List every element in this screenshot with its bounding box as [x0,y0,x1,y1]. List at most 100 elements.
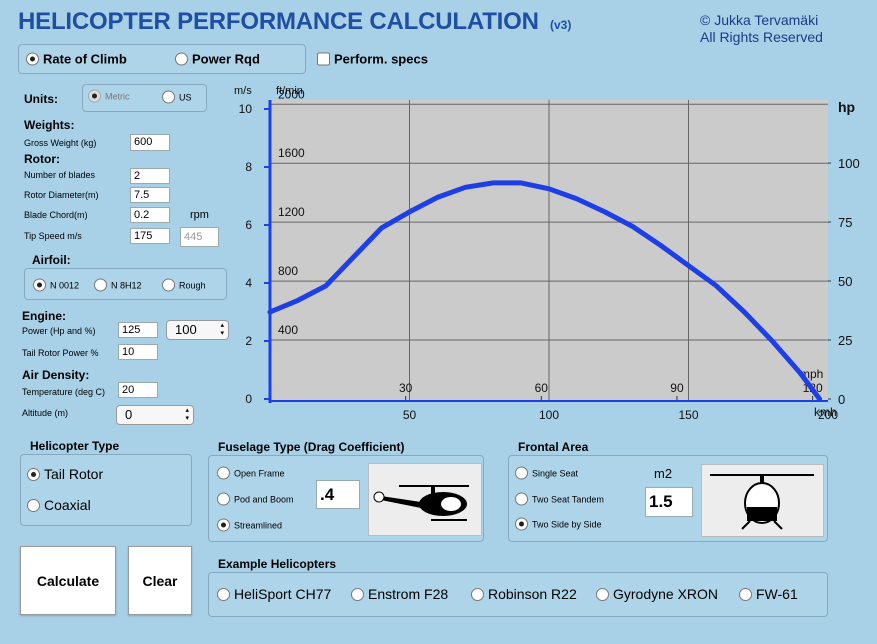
y2-tick-label: 400 [278,323,298,337]
type-radio[interactable]: Coaxial [27,497,91,513]
example-radio[interactable]: Robinson R22 [471,586,577,602]
text-input[interactable]: 7.5 [130,187,170,203]
radio-label: Rough [179,280,206,290]
y2-axis-label: ft/min [276,85,303,97]
field-label: Blade Chord(m) [24,210,88,220]
mode-radio[interactable]: Power Rqd [175,52,260,67]
section-heading: Engine: [22,309,66,323]
copyright: All Rights Reserved [700,29,823,45]
text-input[interactable]: 600 [130,134,170,151]
example-radio[interactable]: HeliSport CH77 [217,586,331,602]
frontal-image [701,464,824,537]
y-tick-label: 4 [245,276,252,290]
checkbox-label: Perform. specs [334,51,428,67]
x-tick-label: 50 [403,408,417,422]
text-input[interactable]: 10 [118,344,158,360]
section-heading: Helicopter Type [30,439,120,453]
y3-tick-label: 25 [838,333,852,348]
y-tick-label: 2 [245,334,252,348]
airfoil-radio[interactable]: N 0012 [33,278,80,292]
example-radio[interactable]: Enstrom F28 [351,586,448,602]
x-tick-label: 100 [539,408,559,422]
unit-label: m2 [654,466,673,481]
fuselage-radio[interactable]: Pod and Boom [217,492,294,506]
field-label: Rotor Diameter(m) [24,190,99,200]
radio-label: Robinson R22 [488,586,577,602]
airfoil-radio[interactable]: N 8H12 [94,278,142,292]
radio-label: Rate of Climb [43,51,127,67]
radio-label: Two Seat Tandem [532,494,604,504]
calculate-button[interactable]: Calculate [20,546,116,615]
airfoil-radio[interactable]: Rough [162,278,206,292]
fuselage-image [368,463,482,536]
radio-label: Single Seat [532,468,579,478]
y3-axis-label: hp [838,99,855,115]
radio-label: Metric [105,91,130,101]
examples-group [208,572,828,617]
field-label: Number of blades [24,170,96,180]
y-tick-label: 8 [245,160,252,174]
x2-tick-label: 60 [535,381,549,395]
radio-label: HeliSport CH77 [234,586,332,602]
fuselage-radio[interactable]: Open Frame [217,466,285,480]
radio-label: Coaxial [44,497,91,513]
text-input[interactable]: 125 [118,322,158,338]
y3-tick-label: 75 [838,215,852,230]
units-radio[interactable]: US [162,90,192,104]
type-group [20,454,192,526]
radio-label: Two Side by Side [532,519,602,529]
frontal-radio[interactable]: Two Seat Tandem [515,492,604,506]
y-axis-label: m/s [234,85,252,97]
specs-checkbox[interactable]: Perform. specs [317,52,428,67]
fuselage-radio[interactable]: Streamlined [217,518,283,532]
airfoil-group [24,268,227,300]
radio-label: N 0012 [50,280,80,290]
example-radio[interactable]: FW-61 [739,586,798,602]
rpm-label: rpm [190,209,209,221]
section-heading: Frontal Area [518,440,589,454]
y-tick-label: 6 [245,218,252,232]
text-input[interactable]: 0.2 [130,207,170,223]
rate-of-climb-line [267,180,823,402]
section-heading: Airfoil: [32,253,71,267]
x-tick-label: 150 [678,408,698,422]
y2-tick-label: 1600 [278,146,305,160]
y-tick-label: 0 [245,392,252,406]
drag-input[interactable]: .4 [316,480,360,509]
field-label: Gross Weight (kg) [24,138,97,148]
y3-tick-label: 0 [838,392,845,407]
text-input[interactable]: 175 [130,228,170,244]
type-radio[interactable]: Tail Rotor [27,466,103,482]
x2-tick-label: 90 [670,381,684,395]
field-label: Altitude (m) [22,408,69,418]
altitude-dropdown[interactable]: 0 [116,405,194,425]
section-heading: Rotor: [24,152,60,166]
section-heading: Fuselage Type (Drag Coefficient) [218,440,405,454]
radio-label: Enstrom F28 [368,586,449,602]
field-label: Temperature (deg C) [22,387,106,397]
text-input[interactable]: 20 [118,382,158,398]
frontal-radio[interactable]: Two Side by Side [515,517,602,531]
mode-radio[interactable]: Rate of Climb [26,52,127,67]
radio-label: Gyrodyne XRON [613,586,719,602]
frontal-radio[interactable]: Single Seat [515,466,579,480]
clear-button[interactable]: Clear [128,546,192,615]
section-heading: Example Helicopters [218,557,337,571]
x2-tick-label: 30 [399,381,413,395]
area-input[interactable]: 1.5 [645,487,693,517]
mode-group [18,44,306,74]
rpm-output: 445 [180,227,219,247]
radio-label: Pod and Boom [234,494,294,504]
units-label: Units: [24,92,58,106]
radio-label: Streamlined [234,520,283,530]
radio-label: Power Rqd [192,51,260,67]
units-radio[interactable]: Metric [88,89,130,103]
example-radio[interactable]: Gyrodyne XRON [596,586,718,602]
text-input[interactable]: 2 [130,168,170,184]
units-group [82,84,207,112]
percent-dropdown[interactable]: 100 [166,320,229,340]
y-tick-label: 10 [239,102,253,116]
section-heading: Air Density: [22,368,90,382]
